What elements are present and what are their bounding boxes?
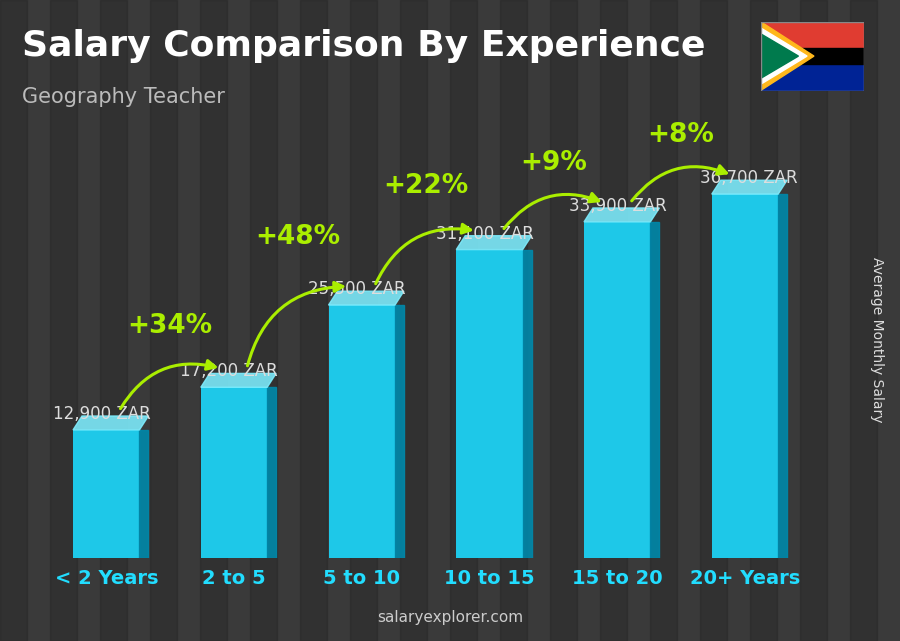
Bar [456,249,523,558]
Text: salaryexplorer.com: salaryexplorer.com [377,610,523,625]
Bar [760,22,864,56]
Text: 31,100 ZAR: 31,100 ZAR [436,224,534,243]
Bar [0,0,27,641]
Polygon shape [760,22,814,90]
Polygon shape [73,416,148,430]
Polygon shape [267,387,276,558]
Bar [650,0,677,641]
Text: 25,500 ZAR: 25,500 ZAR [308,280,406,298]
Polygon shape [760,34,798,78]
Polygon shape [778,194,788,558]
Bar [201,387,267,558]
Text: 33,900 ZAR: 33,900 ZAR [569,197,666,215]
Text: 17,200 ZAR: 17,200 ZAR [180,362,278,380]
Polygon shape [140,430,148,558]
Polygon shape [201,374,276,387]
Text: +22%: +22% [383,173,468,199]
Bar [150,0,177,641]
Bar [750,0,777,641]
Polygon shape [395,305,404,558]
Bar [250,0,277,641]
Text: 36,700 ZAR: 36,700 ZAR [700,169,798,187]
Text: Average Monthly Salary: Average Monthly Salary [870,257,885,422]
Bar [300,0,327,641]
Text: +8%: +8% [648,122,715,149]
Polygon shape [651,222,660,558]
Bar [450,0,477,641]
Bar [50,0,77,641]
Bar [600,0,627,641]
Bar [328,305,395,558]
Text: Geography Teacher: Geography Teacher [22,87,225,106]
Bar [584,222,651,558]
Text: 12,900 ZAR: 12,900 ZAR [52,405,150,423]
Bar [500,0,527,641]
Bar [760,56,864,90]
Polygon shape [328,291,404,305]
Text: +34%: +34% [128,313,212,339]
Polygon shape [760,28,807,85]
Bar [850,0,877,641]
Bar [400,0,427,641]
Text: Salary Comparison By Experience: Salary Comparison By Experience [22,29,706,63]
Bar [760,49,864,63]
Polygon shape [523,249,532,558]
Bar [200,0,227,641]
Bar [73,430,140,558]
Polygon shape [712,180,788,194]
Bar [800,0,827,641]
Text: +9%: +9% [520,150,587,176]
Bar [700,0,727,641]
Text: +48%: +48% [256,224,340,249]
Polygon shape [456,236,532,249]
Bar [550,0,577,641]
Bar [712,194,778,558]
Bar [100,0,127,641]
Bar [350,0,377,641]
Polygon shape [584,208,660,222]
